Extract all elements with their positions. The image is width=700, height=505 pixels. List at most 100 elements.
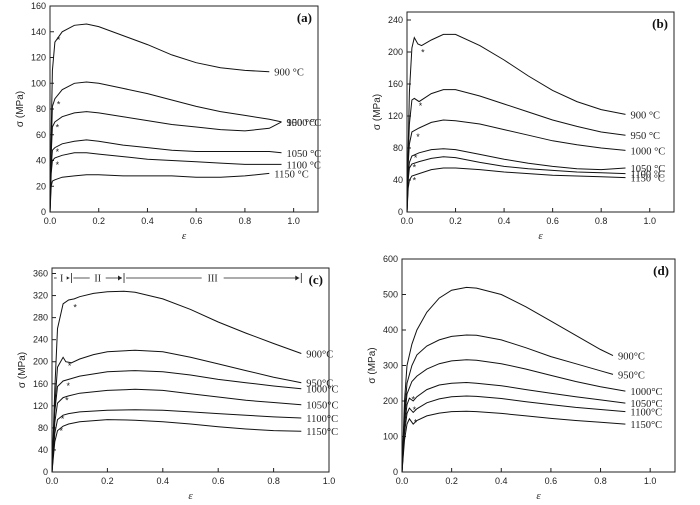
peak-marker: * [57,100,61,110]
series-line [401,359,626,473]
y-tick-label: 200 [33,357,48,367]
y-tick-label: 20 [36,181,46,191]
y-tick-label: 120 [388,111,403,121]
x-tick-label: 0.6 [545,476,558,486]
x-tick-label: 0.2 [445,476,458,486]
y-tick-label: 300 [383,361,398,371]
x-axis-label: ε [536,490,541,502]
peak-marker: * [411,394,415,404]
y-tick-label: 240 [388,15,403,25]
x-axis-label: ε [182,230,187,242]
series-label: 1100°C [306,414,338,425]
series-label: 1150 °C [274,169,308,180]
series-label: 1100 °C [286,160,320,171]
series-label: 900 °C [274,68,304,79]
panel-a: 0.0 0.2 0.4 0.6 0.8 1.0 0 20 40 60 80 100 120 140 160 ε… [15,1,321,242]
series-line [51,419,302,473]
x-tick-label: 0.8 [267,476,280,486]
x-tick-label: 1.0 [644,476,657,486]
x-tick-label: 0.6 [190,216,203,226]
x-tick-label: 0.8 [594,476,607,486]
y-axis-label: σ (MPa) [372,94,383,130]
plot-frame [406,11,675,213]
series-label: 1050°C [630,399,662,410]
series-line [406,148,626,213]
x-tick-label: 0.0 [44,216,57,226]
x-tick-label: 0.8 [595,216,608,226]
peak-marker: * [60,426,64,436]
y-tick-label: 60 [36,130,46,140]
series-line [51,388,302,473]
series-label: 950°C [618,370,645,381]
peak-marker: * [419,101,423,111]
series-line [401,286,614,473]
series-label: 1100 °C [630,170,664,181]
panel-b: 0.0 0.2 0.4 0.6 0.8 1.0 0 40 80 120 160 200 240 ε σ (M… [372,11,675,242]
x-tick-label: 0.2 [449,216,462,226]
y-tick-label: 160 [388,79,403,89]
series-label: 950 °C [286,118,316,129]
y-tick-label: 160 [31,1,46,11]
series-label: 900°C [618,352,645,363]
series-line [401,334,614,473]
region-arrowhead [295,275,300,281]
x-tick-label: 1.0 [323,476,336,486]
series-line [401,410,626,473]
series-line [49,152,282,213]
series-label: 1000 °C [286,118,321,129]
region-label-bg [201,272,224,284]
x-axis-label: ε [538,230,543,242]
y-tick-label: 40 [38,445,48,455]
y-axis-label: σ (MPa) [367,347,378,383]
series-label: 1150°C [306,427,338,438]
peak-marker: * [65,396,69,406]
x-tick-label: 0.0 [46,476,59,486]
peak-marker: * [66,381,70,391]
series-line [51,290,302,473]
peak-marker: * [413,163,417,173]
y-tick-label: 360 [33,269,48,279]
peak-marker: * [413,175,417,185]
series-label: 950°C [306,379,333,390]
x-tick-label: 1.0 [287,216,300,226]
y-tick-label: 120 [33,401,48,411]
peak-marker: * [68,361,72,371]
region-label: I [60,274,63,285]
series-label: 1150 °C [630,174,664,185]
y-tick-label: 500 [383,290,398,300]
peak-marker: * [56,123,60,133]
x-axis-label: ε [188,490,193,502]
series-label: 1050°C [306,401,338,412]
y-axis-label: σ (MPa) [15,91,26,127]
y-tick-label: 140 [31,27,46,37]
panel-c: 0.0 0.2 0.4 0.6 0.8 1.0 0 40 80 120 160 200 240 280 32… [17,267,339,502]
x-tick-label: 0.8 [239,216,252,226]
region-label-bg [56,272,67,284]
panel-d: 0.0 0.2 0.4 0.6 0.8 1.0 0 100 200 300 400 500 600 ε σ … [367,254,676,502]
peak-marker: * [56,160,60,170]
series-line [406,119,626,213]
x-tick-label: 0.4 [495,476,508,486]
series-label: 1000°C [630,387,662,398]
series-label: 1150°C [630,420,662,431]
series-line [49,81,282,213]
x-tick-label: 1.0 [643,216,656,226]
series-line [49,23,270,213]
x-tick-label: 0.2 [101,476,114,486]
y-tick-label: 600 [383,254,398,264]
peak-marker: * [414,153,418,163]
y-tick-label: 40 [36,156,46,166]
series-line [406,156,626,213]
y-tick-label: 0 [41,207,46,217]
y-axis-label: σ (MPa) [17,352,28,388]
peak-marker: * [57,35,61,45]
x-tick-label: 0.0 [401,216,414,226]
x-tick-label: 0.4 [141,216,154,226]
series-line [401,395,626,473]
region-arrowhead [118,275,123,281]
plot-frame [401,258,676,473]
x-tick-label: 0.0 [396,476,409,486]
x-tick-label: 0.4 [498,216,511,226]
x-tick-label: 0.4 [157,476,170,486]
y-tick-label: 400 [383,325,398,335]
